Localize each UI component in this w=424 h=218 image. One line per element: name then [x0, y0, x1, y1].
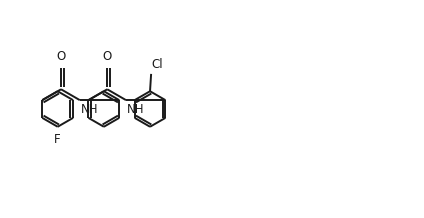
Text: Cl: Cl	[152, 58, 163, 71]
Text: F: F	[54, 133, 61, 146]
Text: NH: NH	[81, 103, 98, 116]
Text: NH: NH	[127, 103, 145, 116]
Text: O: O	[56, 50, 66, 63]
Text: O: O	[103, 50, 112, 63]
